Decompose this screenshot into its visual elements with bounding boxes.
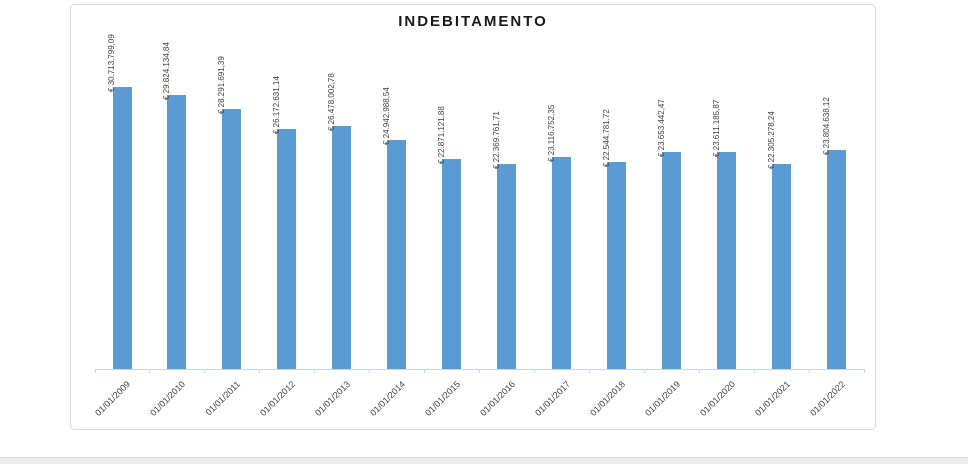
bar-2014 [387, 139, 407, 369]
category-label-2019: 01/01/2019 [642, 379, 682, 418]
value-label-2009: € 30.713.799,09 [107, 34, 116, 92]
chart-container: INDEBITAMENTO € 30.713.799,09 01/01/2009 €… [70, 4, 876, 430]
value-label-2015: € 22.871.121,88 [436, 106, 446, 164]
x-axis-tick [369, 369, 371, 373]
bar-2015 [442, 159, 462, 369]
bar-2021 [772, 164, 792, 369]
category-label-2012: 01/01/2012 [258, 379, 297, 418]
bar-2022 [827, 150, 846, 369]
window-bottom-strip [0, 457, 968, 464]
x-axis-tick [589, 369, 591, 373]
x-axis-tick [314, 369, 316, 373]
category-label-2020: 01/01/2020 [697, 379, 737, 418]
chart-title: INDEBITAMENTO [398, 13, 548, 30]
category-label-2009: 01/01/2009 [93, 379, 133, 418]
value-label-2021: € 22.305.278,24 [766, 111, 776, 170]
category-label-2017: 01/01/2017 [532, 379, 572, 418]
bar-2012 [277, 128, 297, 369]
category-label-2014: 01/01/2014 [367, 379, 407, 418]
value-label-2022: € 23.804.638,12 [821, 97, 831, 156]
x-axis-tick [149, 369, 151, 373]
category-label-2021: 01/01/2021 [752, 379, 792, 418]
x-axis-tick [809, 369, 811, 373]
category-label-2022: 01/01/2022 [807, 379, 847, 418]
category-label-2010: 01/01/2010 [148, 379, 188, 418]
category-label-2016: 01/01/2016 [477, 379, 517, 418]
plot-area: € 30.713.799,09 01/01/2009 € 29.824.134,84… [71, 5, 875, 429]
bar-2013 [332, 125, 352, 369]
x-axis-tick [863, 369, 865, 373]
category-label-2015: 01/01/2015 [422, 379, 462, 418]
bar-2019 [662, 151, 682, 369]
value-label-2012: € 26.172.631,14 [271, 75, 281, 134]
value-label-2016: € 22.369.761,71 [491, 110, 501, 169]
x-axis-tick [424, 369, 426, 373]
bar-2020 [717, 152, 737, 369]
bar-2016 [497, 163, 517, 369]
bar-2018 [607, 162, 627, 369]
x-axis-tick [534, 369, 536, 373]
x-axis-tick [479, 369, 481, 373]
category-label-2013: 01/01/2013 [312, 379, 352, 418]
bar-2009 [112, 87, 132, 369]
x-axis-tick [754, 369, 756, 373]
value-label-2010: € 29.824.134,84 [161, 42, 171, 101]
bar-2010 [167, 95, 187, 369]
x-axis-tick [699, 369, 701, 373]
x-axis-tick [644, 369, 646, 373]
value-label-2020: € 23.611.185,87 [711, 99, 721, 158]
value-label-2014: € 24.942.988,54 [381, 87, 391, 145]
x-axis-line [94, 369, 864, 370]
category-label-2018: 01/01/2018 [587, 379, 627, 418]
value-label-2019: € 23.653.442,47 [656, 98, 666, 157]
bar-2017 [552, 156, 572, 369]
value-label-2013: € 26.478.002,78 [326, 73, 336, 131]
value-label-2018: € 22.544.781,72 [601, 109, 611, 167]
value-label-2017: € 23.116.752,35 [546, 104, 556, 162]
x-axis-tick [259, 369, 261, 373]
bar-2011 [222, 109, 242, 369]
x-axis-tick [204, 369, 206, 373]
x-axis-tick [94, 369, 96, 373]
category-label-2011: 01/01/2011 [203, 379, 242, 418]
value-label-2011: € 28.291.691,39 [216, 56, 226, 115]
